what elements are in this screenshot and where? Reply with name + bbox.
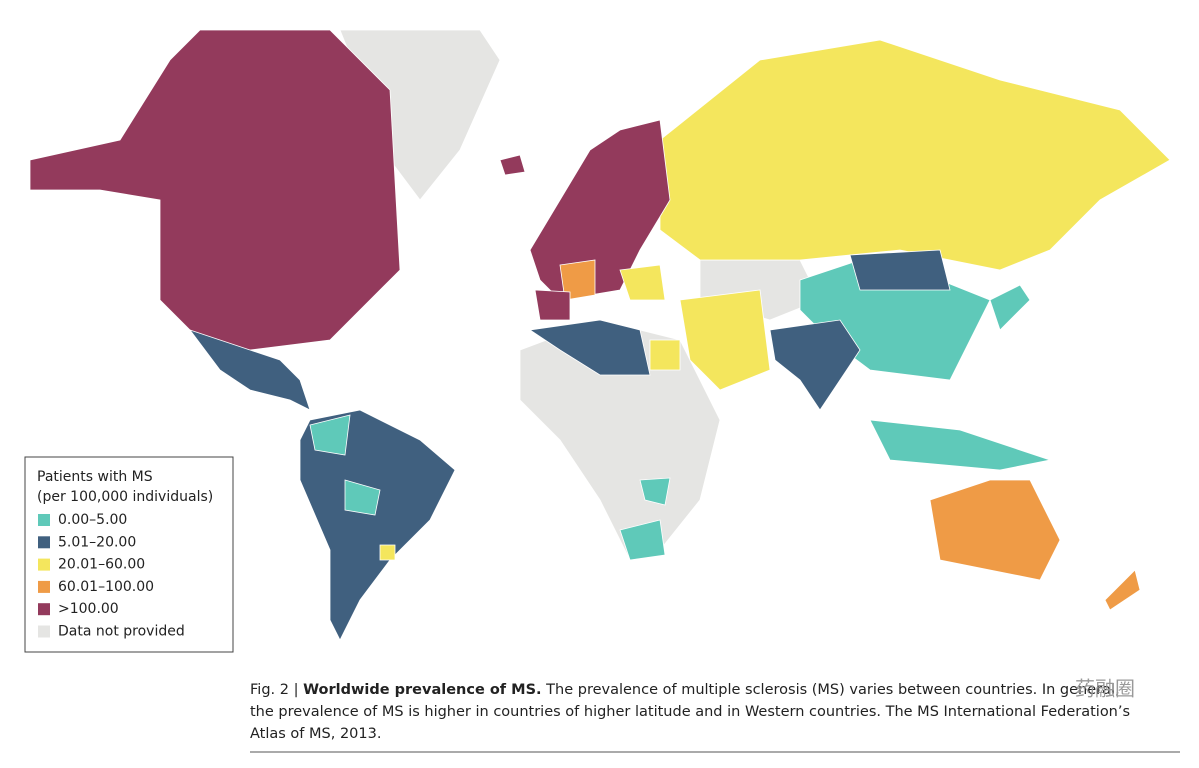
world-map bbox=[29, 29, 1171, 641]
country-region bbox=[769, 319, 861, 411]
country-region bbox=[528, 319, 651, 376]
country-region bbox=[619, 519, 666, 561]
legend-label: Data not provided bbox=[58, 624, 185, 640]
watermark: 药融圈 bbox=[1075, 677, 1135, 701]
legend-label: 20.01–60.00 bbox=[58, 557, 145, 573]
legend-swatch bbox=[38, 625, 50, 638]
legend-label: 0.00–5.00 bbox=[58, 512, 127, 528]
caption-line: Fig. 2 | Worldwide prevalence of MS. The… bbox=[250, 682, 1120, 698]
country-region bbox=[379, 544, 396, 561]
country-region bbox=[559, 259, 596, 301]
legend-swatch bbox=[38, 558, 50, 571]
legend-swatch bbox=[38, 580, 50, 593]
caption-heading: Worldwide prevalence of MS. bbox=[303, 682, 541, 698]
country-region bbox=[659, 39, 1171, 271]
legend-label: >100.00 bbox=[58, 601, 119, 617]
caption-text: The prevalence of multiple sclerosis (MS… bbox=[545, 682, 1119, 698]
country-region bbox=[649, 339, 681, 371]
country-region bbox=[1104, 569, 1141, 611]
country-region bbox=[534, 289, 571, 321]
country-region bbox=[989, 284, 1031, 331]
figure-label: Fig. 2 | bbox=[250, 682, 298, 698]
legend-title: Patients with MS bbox=[37, 469, 153, 485]
country-region bbox=[619, 264, 666, 301]
country-region bbox=[188, 329, 311, 411]
country-region bbox=[309, 414, 351, 456]
country-region bbox=[299, 409, 456, 641]
legend-swatch bbox=[38, 536, 50, 549]
legend-label: 5.01–20.00 bbox=[58, 534, 136, 550]
legend-title: (per 100,000 individuals) bbox=[37, 489, 213, 505]
country-region bbox=[344, 479, 381, 516]
legend-label: 60.01–100.00 bbox=[58, 579, 154, 595]
country-region bbox=[869, 419, 1052, 471]
legend-swatch bbox=[38, 603, 50, 616]
country-region bbox=[29, 29, 401, 351]
country-region bbox=[499, 154, 526, 176]
country-region bbox=[849, 249, 951, 291]
legend-box bbox=[24, 456, 234, 653]
country-region bbox=[929, 479, 1061, 581]
country-region bbox=[679, 289, 771, 391]
legend: Patients with MS (per 100,000 individuals… bbox=[37, 469, 213, 640]
caption-line: Atlas of MS, 2013. bbox=[250, 726, 381, 742]
legend-swatch bbox=[38, 514, 50, 526]
country-region bbox=[639, 477, 671, 506]
caption-line: the prevalence of MS is higher in countr… bbox=[250, 704, 1130, 720]
